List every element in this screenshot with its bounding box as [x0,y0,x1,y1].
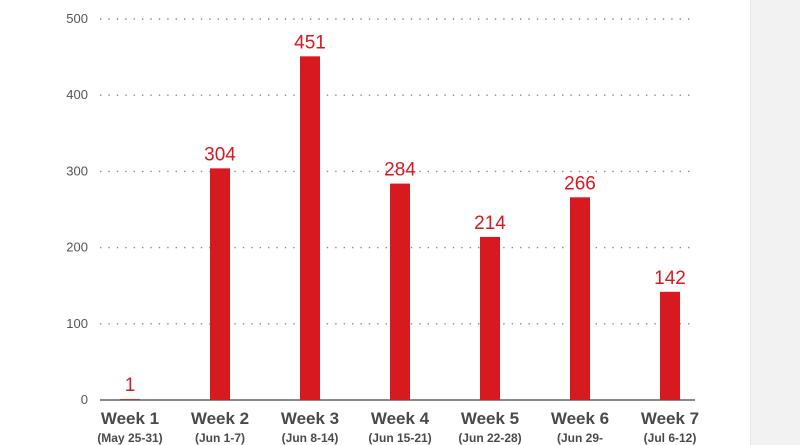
y-tick-label: 0 [81,392,88,407]
x-tick-sublabel: (Jul 6-12) [644,431,697,445]
data-label: 284 [384,160,416,181]
bar-week-6 [570,197,590,400]
bar-week-1 [120,399,140,400]
y-tick-label: 400 [66,87,88,102]
x-tick-sublabel: (Jun 8-14) [282,431,339,445]
data-label: 304 [204,144,236,165]
x-tick-label: Week 3 [281,409,339,428]
x-tick-label: Week 4 [371,409,430,428]
bar-week-3 [300,56,320,400]
x-tick-label: Week 5 [461,409,519,428]
data-label: 451 [294,32,326,53]
x-tick-sublabel: (May 25-31) [97,431,162,445]
x-tick-label: Week 6 [551,409,609,428]
x-tick-sublabel: (Jun 1-7) [195,431,245,445]
x-tick-label: Week 7 [641,409,699,428]
bar-week-2 [210,168,230,400]
bar-week-5 [480,236,500,400]
data-label: 214 [474,213,506,234]
bar-week-7 [660,291,680,400]
y-tick-label: 300 [66,163,88,178]
y-tick-label: 200 [66,240,88,255]
data-label: 266 [564,173,596,194]
x-tick-sublabel: (Jun 29- [557,431,603,445]
y-tick-label: 500 [66,11,88,26]
data-label: 142 [654,268,686,289]
data-label: 1 [125,375,136,396]
bar-week-4 [390,183,410,400]
x-tick-label: Week 1 [101,409,159,428]
chart-panel: 0 100 200 300 400 500 1 Week 1 (May 25-31) 304 Wee… [0,0,751,445]
x-tick-label: Week 2 [191,409,249,428]
x-tick-sublabel: (Jun 15-21) [368,431,431,445]
y-tick-label: 100 [66,316,88,331]
x-tick-sublabel: (Jun 22-28) [458,431,521,445]
